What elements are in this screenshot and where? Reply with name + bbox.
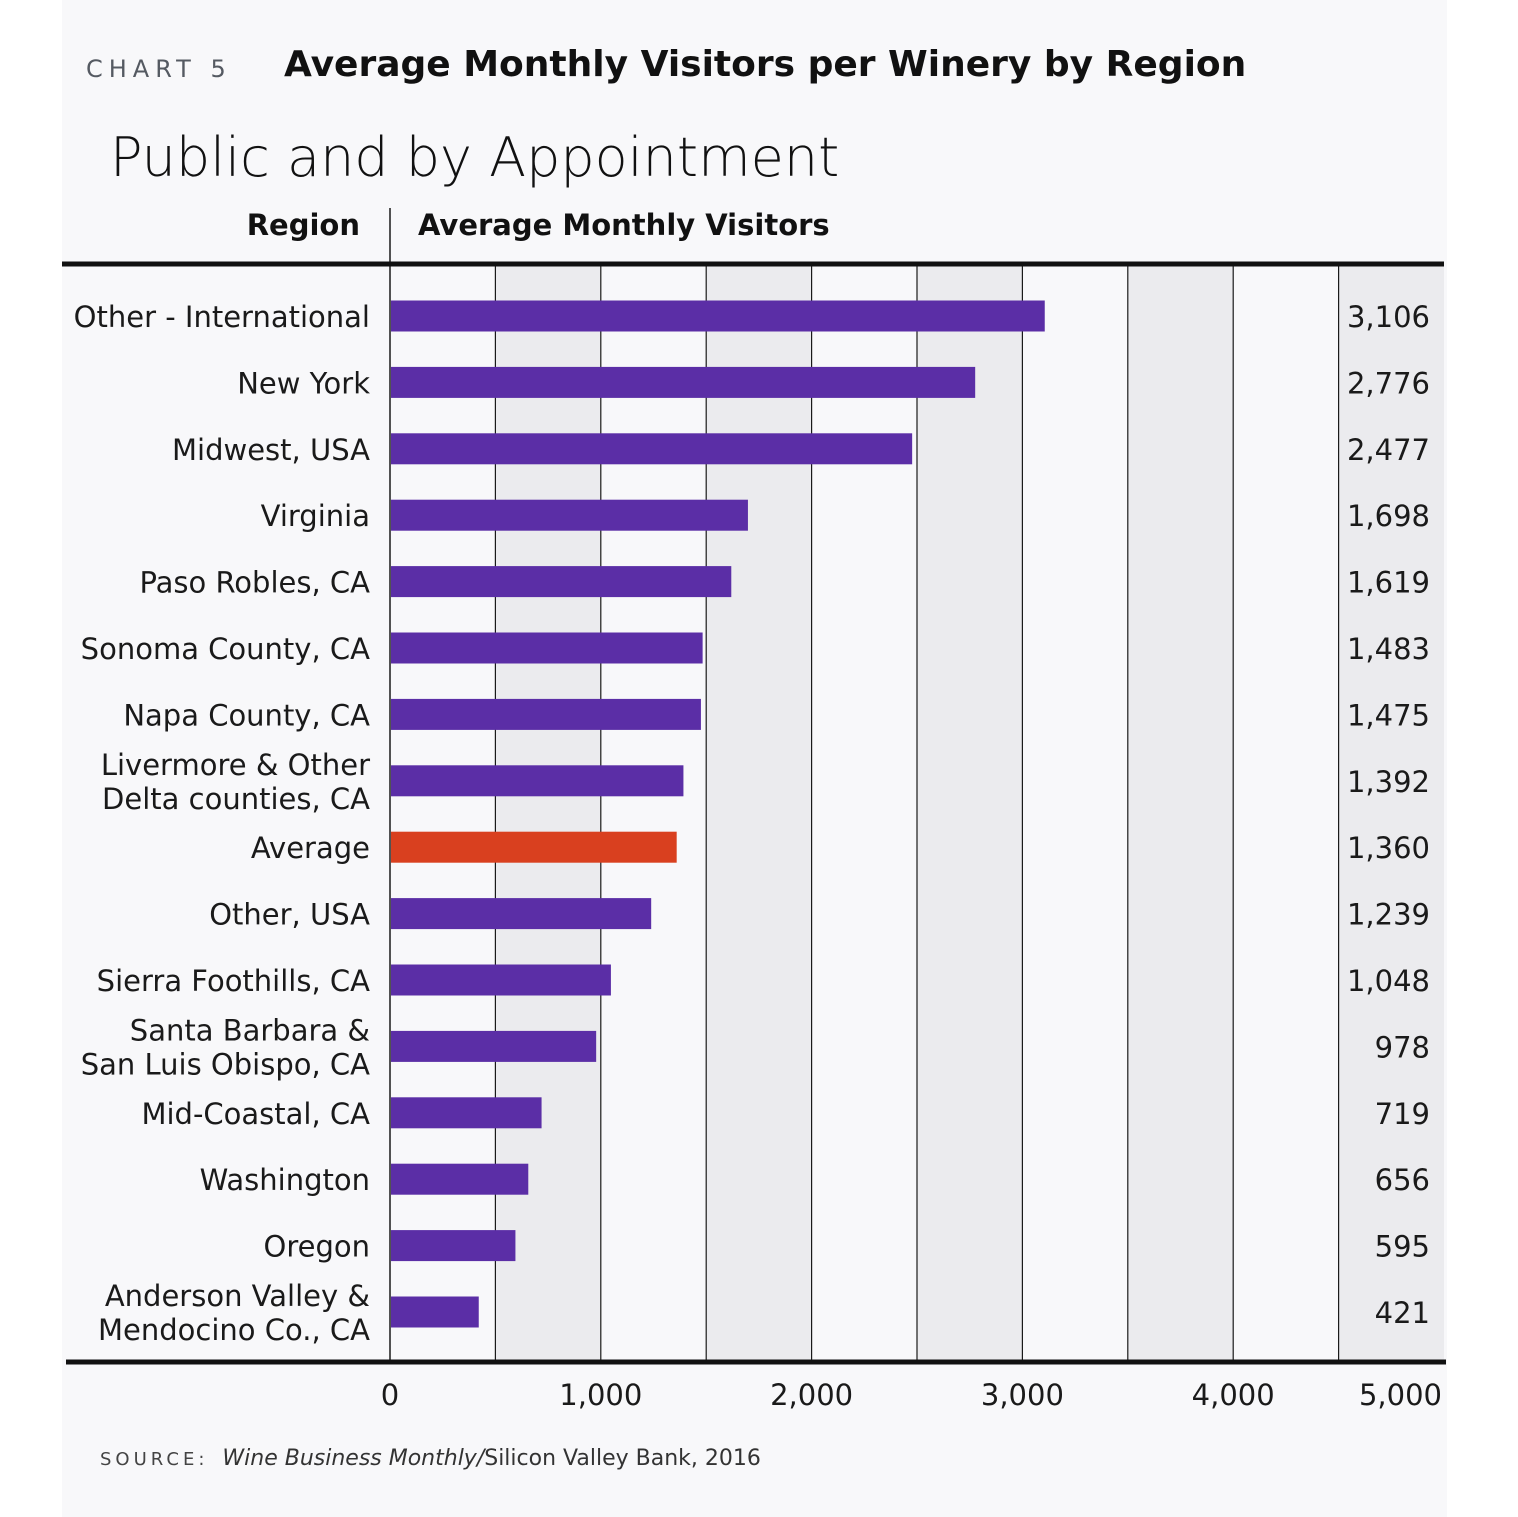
bar [391, 1163, 529, 1195]
x-tick-label: 4,000 [1192, 1378, 1275, 1412]
category-label: Anderson Valley & [105, 1279, 370, 1313]
bar [391, 765, 684, 797]
category-label: Mid-Coastal, CA [141, 1097, 370, 1131]
source-label: SOURCE: [100, 1449, 209, 1470]
x-tick-label: 2,000 [770, 1378, 853, 1412]
value-label: 1,619 [1347, 566, 1430, 600]
bar [391, 1230, 516, 1262]
category-label: Napa County, CA [123, 698, 370, 732]
category-label: San Luis Obispo, CA [81, 1047, 370, 1081]
grid-band [495, 264, 601, 1362]
value-label: 1,360 [1347, 831, 1430, 865]
value-label: 2,776 [1347, 366, 1430, 400]
value-label: 421 [1375, 1296, 1430, 1330]
value-label: 1,048 [1347, 964, 1430, 998]
x-tick-label: 3,000 [981, 1378, 1064, 1412]
value-label: 1,239 [1347, 898, 1430, 932]
category-label: Mendocino Co., CA [98, 1313, 370, 1347]
category-label: New York [237, 366, 370, 400]
category-label: Other, USA [209, 898, 370, 932]
value-label: 1,392 [1347, 765, 1430, 799]
bar [391, 499, 748, 531]
value-label: 1,698 [1347, 499, 1430, 533]
chart-title: Average Monthly Visitors per Winery by R… [284, 44, 1247, 85]
category-label: Washington [200, 1163, 370, 1197]
grid-band [706, 264, 812, 1362]
category-label: Sierra Foothills, CA [97, 964, 370, 998]
x-tick-label: 1,000 [559, 1378, 642, 1412]
value-label: 978 [1375, 1030, 1430, 1064]
value-label: 3,106 [1347, 300, 1430, 334]
region-column-header: Region [246, 208, 360, 242]
bar [391, 898, 652, 930]
bar [391, 433, 913, 465]
value-label: 1,475 [1347, 698, 1430, 732]
value-label: 1,483 [1347, 632, 1430, 666]
category-label: Livermore & Other [101, 748, 370, 782]
x-tick-label: 0 [381, 1378, 399, 1412]
bar [391, 1030, 597, 1062]
visitors-column-header: Average Monthly Visitors [418, 208, 830, 242]
category-label: Paso Robles, CA [139, 566, 370, 600]
chart-subtitle: Public and by Appointment [110, 126, 840, 189]
category-label: Sonoma County, CA [81, 632, 370, 666]
value-label: 656 [1375, 1163, 1430, 1197]
value-label: 595 [1375, 1230, 1430, 1264]
value-label: 2,477 [1347, 433, 1430, 467]
x-tick-label: 5,000 [1359, 1378, 1442, 1412]
chart-number-label: CHART 5 [86, 55, 232, 83]
category-label: Other - International [74, 300, 370, 334]
grid-band [1127, 264, 1234, 1362]
bar [391, 366, 976, 398]
bar [391, 300, 1045, 332]
bar [391, 1296, 479, 1328]
category-label: Delta counties, CA [102, 782, 370, 816]
average-bar [391, 831, 677, 863]
source-note: SOURCE: Wine Business Monthly/Silicon Val… [100, 1446, 761, 1471]
bar [391, 964, 611, 996]
value-label: 719 [1375, 1097, 1430, 1131]
bar [391, 632, 703, 664]
bar [391, 566, 732, 598]
category-label: Midwest, USA [172, 433, 370, 467]
category-label: Oregon [264, 1230, 370, 1264]
source-rest: Silicon Valley Bank, 2016 [484, 1446, 761, 1471]
bar [391, 698, 701, 730]
bar [391, 1097, 542, 1129]
category-label: Virginia [261, 499, 370, 533]
category-label: Santa Barbara & [130, 1013, 370, 1047]
category-label: Average [251, 831, 370, 865]
source-publication: Wine Business Monthly/ [222, 1446, 485, 1471]
grid-band [917, 264, 1023, 1362]
grid-band [1338, 264, 1444, 1362]
